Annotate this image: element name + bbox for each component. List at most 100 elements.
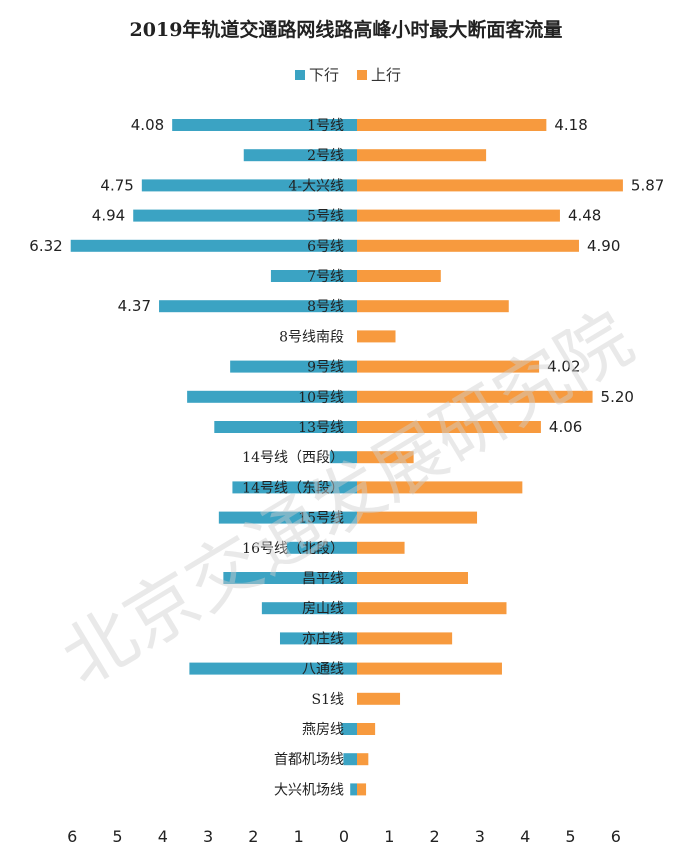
legend-swatch-up: [357, 70, 367, 80]
bar-down-0: [172, 119, 357, 131]
bar-up-0: [357, 119, 547, 131]
x-tick-label-right: 1: [384, 827, 394, 846]
bar-up-17: [357, 632, 453, 645]
category-label: 7号线: [307, 269, 344, 285]
category-labels: 1号线 2号线 4-大兴线 5号线 6号线 7号线 8号线 8号线南段 9号线 10号线 13号线 1…: [242, 118, 344, 798]
bar-down-16: [261, 602, 357, 615]
bar-down-10: [214, 421, 357, 433]
x-tick-label-right: 2: [430, 827, 440, 846]
data-label-up: 5.20: [601, 388, 634, 406]
bar-down-20: [341, 723, 357, 735]
category-label: S1线: [312, 692, 345, 708]
data-label-down: 6.32: [29, 237, 62, 255]
bar-up-20: [357, 723, 376, 735]
category-label: 2号线: [307, 148, 344, 164]
bar-up-12: [357, 481, 523, 494]
legend: 下行 上行: [295, 66, 401, 84]
bar-up-1: [357, 149, 487, 162]
bar-down-4: [70, 239, 357, 252]
x-tick-label-left: 1: [294, 827, 304, 846]
data-label-up: 4.18: [554, 116, 587, 134]
data-label-down: 4.08: [131, 116, 164, 134]
bar-up-16: [357, 602, 507, 615]
chart-title: 2019年轨道交通路网线路高峰小时最大断面客流量: [130, 18, 563, 41]
bar-down-21: [343, 753, 357, 766]
bar-up-8: [357, 360, 540, 373]
category-label: 八通线: [302, 662, 344, 678]
bar-up-11: [357, 451, 414, 464]
bar-down-11: [329, 451, 357, 464]
bar-up-21: [357, 753, 369, 766]
category-label: 14号线（西段）: [242, 450, 344, 466]
bar-up-7: [357, 330, 396, 343]
category-label: 首都机场线: [274, 752, 344, 768]
data-label-down: 4.37: [118, 297, 151, 315]
bar-up-10: [357, 421, 541, 433]
data-label-down: 4.75: [100, 176, 133, 194]
bar-up-6: [357, 300, 509, 313]
data-label-up: 4.48: [568, 207, 601, 225]
category-label: 大兴机场线: [274, 782, 344, 798]
x-tick-label-right: 4: [520, 827, 530, 846]
legend-swatch-down: [295, 70, 305, 80]
category-label: 13号线: [298, 420, 344, 436]
data-label-down: 4.94: [92, 207, 125, 225]
x-tick-label-right: 5: [565, 827, 575, 846]
bar-down-5: [270, 270, 357, 282]
bar-up-14: [357, 541, 405, 554]
x-axis-ticks: 6 5 4 3 2 1 0 1 2 3 4 5 6: [67, 827, 621, 846]
x-tick-label-right: 6: [611, 827, 621, 846]
bar-down-15: [223, 572, 357, 584]
category-label: 1号线: [307, 118, 344, 134]
bar-down-9: [187, 390, 357, 403]
category-label: 5号线: [307, 209, 344, 225]
x-tick-label-left: 5: [112, 827, 122, 846]
x-tick-label-right: 0: [339, 827, 349, 846]
bar-up-18: [357, 662, 502, 675]
category-label: 15号线: [298, 511, 344, 527]
x-tick-label-right: 3: [475, 827, 485, 846]
x-tick-label-left: 6: [67, 827, 77, 846]
bar-down-1: [243, 149, 357, 162]
bar-down-8: [230, 360, 357, 373]
bar-down-13: [218, 511, 357, 524]
data-label-up: 4.06: [549, 418, 582, 436]
category-label: 9号线: [307, 360, 344, 376]
legend-label-down: 下行: [309, 66, 339, 84]
data-label-up: 5.87: [631, 176, 664, 194]
bar-up-4: [357, 239, 579, 252]
bar-up-22: [357, 783, 367, 796]
bar-down-14: [286, 541, 357, 554]
bar-down-12: [232, 481, 357, 494]
legend-label-up: 上行: [371, 66, 401, 84]
bar-down-3: [133, 209, 357, 222]
category-label: 房山线: [302, 601, 344, 617]
category-label: 燕房线: [302, 722, 344, 738]
category-label: 8号线南段: [279, 329, 344, 345]
bar-up-3: [357, 209, 560, 222]
bar-up-5: [357, 270, 441, 282]
bar-up-19: [357, 692, 401, 705]
x-tick-label-left: 4: [158, 827, 168, 846]
bar-down-22: [350, 783, 357, 796]
category-label: 8号线: [307, 299, 344, 315]
x-tick-label-left: 3: [203, 827, 213, 846]
bar-down-18: [189, 662, 357, 675]
bar-down-2: [141, 179, 357, 192]
category-label: 14号线（东段）: [242, 480, 344, 496]
bar-up-13: [357, 511, 478, 524]
bar-down-6: [159, 300, 357, 313]
bar-up-2: [357, 179, 623, 192]
data-labels: 4.08 4.18 4.75 5.87 4.94 4.48 6.32 4.90 4.37 4.02…: [29, 116, 664, 436]
bar-group: [70, 119, 623, 796]
category-label: 16号线（北段）: [242, 541, 344, 557]
data-label-up: 4.90: [587, 237, 620, 255]
x-tick-label-left: 2: [248, 827, 258, 846]
category-label: 亦庄线: [302, 630, 344, 647]
bar-up-15: [357, 572, 468, 584]
bar-up-9: [357, 390, 593, 403]
category-label: 昌平线: [302, 571, 344, 587]
bar-down-17: [279, 632, 357, 645]
category-label: 10号线: [298, 390, 344, 406]
